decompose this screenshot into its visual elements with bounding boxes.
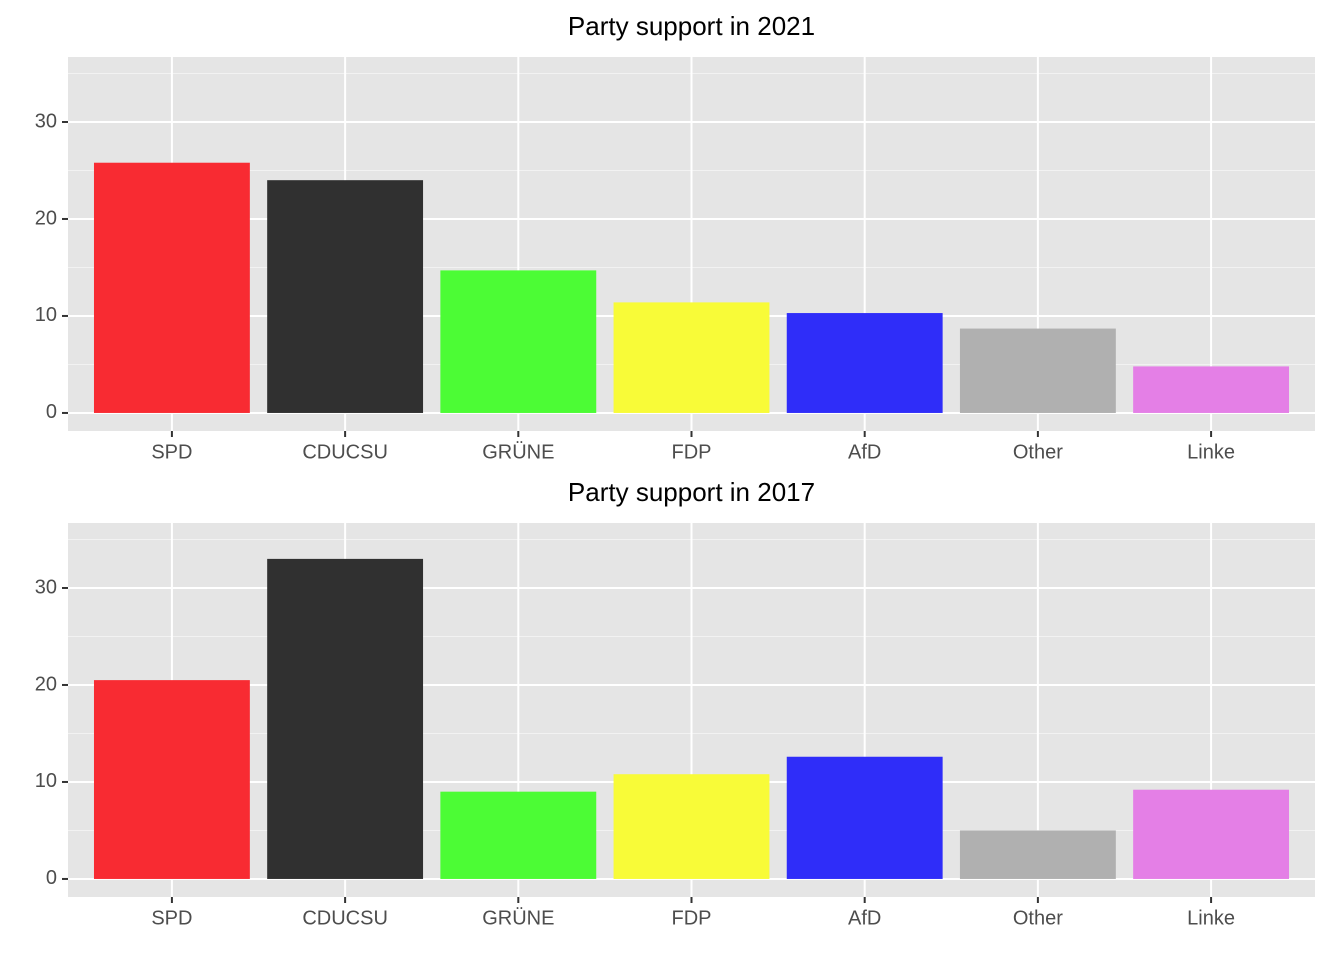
y-tick-label: 30 [35, 110, 57, 132]
bar [267, 180, 424, 413]
x-tick-label: CDUCSU [302, 907, 388, 929]
x-tick-label: FDP [672, 441, 712, 463]
bar [786, 313, 943, 413]
bar [1133, 366, 1290, 413]
bar [786, 756, 943, 879]
x-tick-label: SPD [151, 441, 192, 463]
x-tick-label: Other [1013, 907, 1063, 929]
chart-title: Party support in 2017 [568, 477, 815, 507]
x-tick-label: FDP [672, 907, 712, 929]
y-tick-label: 10 [35, 770, 57, 792]
bar [93, 680, 250, 879]
x-tick-label: Other [1013, 441, 1063, 463]
x-tick-label: Linke [1187, 907, 1235, 929]
x-tick-label: GRÜNE [482, 441, 554, 463]
y-tick-label: 10 [35, 304, 57, 326]
x-tick-label: AfD [848, 907, 881, 929]
x-tick-label: SPD [151, 907, 192, 929]
bar [267, 558, 424, 879]
y-tick-label: 20 [35, 207, 57, 229]
y-tick-label: 30 [35, 576, 57, 598]
chart-title: Party support in 2021 [568, 11, 815, 41]
bar [959, 328, 1116, 413]
bar [613, 302, 770, 413]
y-tick-label: 20 [35, 673, 57, 695]
bar [440, 270, 597, 413]
x-tick-label: GRÜNE [482, 907, 554, 929]
x-tick-label: Linke [1187, 441, 1235, 463]
bar [613, 774, 770, 879]
y-tick-label: 0 [46, 867, 57, 889]
bar [959, 830, 1116, 879]
bar [440, 791, 597, 879]
y-tick-label: 0 [46, 401, 57, 423]
x-tick-label: AfD [848, 441, 881, 463]
x-tick-label: CDUCSU [302, 441, 388, 463]
bar [93, 162, 250, 413]
bar [1133, 789, 1290, 879]
